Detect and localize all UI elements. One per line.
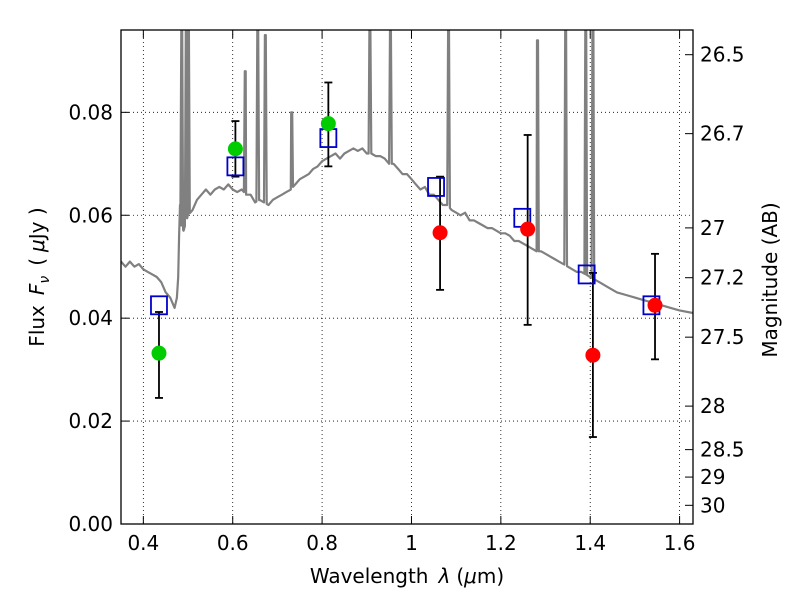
model-photometry-point [427,177,445,197]
y2-tick-label: 28.5 [700,438,745,462]
observed-point [432,225,448,241]
observed-points-series [151,116,663,363]
x-tick-label: 1.6 [664,531,696,555]
y2-tick-label: 26.5 [700,43,745,67]
plot-area [121,30,693,524]
y2-tick-label: 27.5 [700,325,745,349]
y2-axis-ticks: 26.5 26.7 27 27.2 27.5 28 28.5 29 30 [685,43,745,517]
observed-point [320,116,336,132]
y-tick-label: 0.08 [68,100,113,124]
model-photometry-point [577,264,596,285]
y2-tick-label: 27.2 [700,266,745,290]
y-tick-label: 0.02 [68,409,113,433]
y-tick-label: 0.04 [68,306,113,330]
y-tick-label: 0.06 [68,203,113,227]
observed-point [227,141,243,157]
x-tick-label: 1.4 [574,531,606,555]
x-tick-label: 0.8 [306,531,338,555]
model-photometry-point [226,156,245,177]
observed-point [647,297,663,313]
x-axis-ticks: 0.4 0.6 0.8 1 1.2 1.4 1.6 [127,30,696,555]
model-sed-line [121,30,693,315]
observed-point [520,221,536,237]
x-axis-label: Wavelength λ (μm) [310,564,504,588]
model-photometry-point [150,295,168,316]
x-tick-label: 0.6 [217,531,249,555]
y2-axis-label: Magnitude (AB) [758,202,782,357]
model-sed-series [121,30,693,315]
y-axis-label: FluxFν(μJy ) [25,207,53,346]
y-tick-label: 0.00 [68,512,113,536]
observed-point [151,345,167,361]
x-tick-label: 0.4 [127,531,159,555]
y2-tick-label: 26.7 [700,122,745,146]
y-axis-ticks: 0.00 0.02 0.04 0.06 0.08 [68,100,129,536]
observed-point [585,347,601,363]
x-tick-label: 1.2 [485,531,517,555]
plot-frame [120,29,694,525]
x-tick-label: 1 [405,531,418,555]
y2-tick-label: 27 [700,216,725,240]
y2-tick-label: 29 [700,465,725,489]
y2-tick-label: 28 [700,394,725,418]
y2-tick-label: 30 [700,493,725,517]
